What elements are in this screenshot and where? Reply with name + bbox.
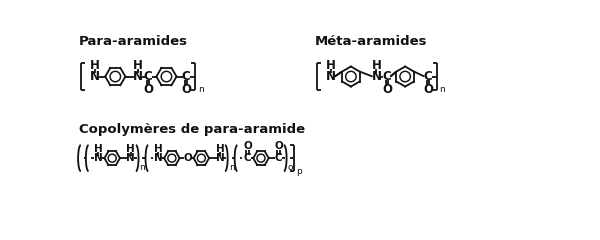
Text: H: H (326, 59, 335, 72)
Text: H: H (90, 59, 100, 72)
Text: H: H (371, 59, 382, 72)
Text: n: n (229, 163, 235, 172)
Text: O: O (243, 141, 252, 151)
Text: O: O (274, 141, 283, 151)
Text: Para-aramides: Para-aramides (79, 35, 188, 48)
Text: N: N (326, 70, 336, 83)
Text: C: C (181, 70, 190, 83)
Text: N: N (215, 153, 224, 163)
Text: H: H (133, 59, 143, 72)
Text: O: O (183, 153, 192, 163)
Text: O: O (423, 83, 433, 96)
Text: N: N (133, 70, 143, 83)
Text: N: N (127, 153, 135, 163)
Text: C: C (382, 70, 391, 83)
Text: O: O (382, 83, 392, 96)
Text: H: H (154, 144, 162, 154)
Text: n: n (439, 85, 445, 94)
Text: Copolymères de para-aramide: Copolymères de para-aramide (79, 123, 305, 136)
Text: p: p (296, 167, 302, 176)
Text: H: H (127, 144, 135, 154)
Text: O: O (143, 83, 153, 96)
Text: H: H (215, 144, 224, 154)
Text: H: H (94, 144, 103, 154)
Text: N: N (90, 70, 100, 83)
Text: n: n (140, 163, 145, 172)
Text: o: o (288, 163, 293, 172)
Text: C: C (243, 153, 251, 163)
Text: N: N (371, 70, 382, 83)
Text: C: C (423, 70, 432, 83)
Text: N: N (154, 153, 162, 163)
Text: N: N (94, 153, 103, 163)
Text: Méta-aramides: Méta-aramides (315, 35, 428, 48)
Text: C: C (274, 153, 282, 163)
Text: O: O (181, 83, 191, 96)
Text: n: n (197, 85, 203, 94)
Text: C: C (143, 70, 152, 83)
